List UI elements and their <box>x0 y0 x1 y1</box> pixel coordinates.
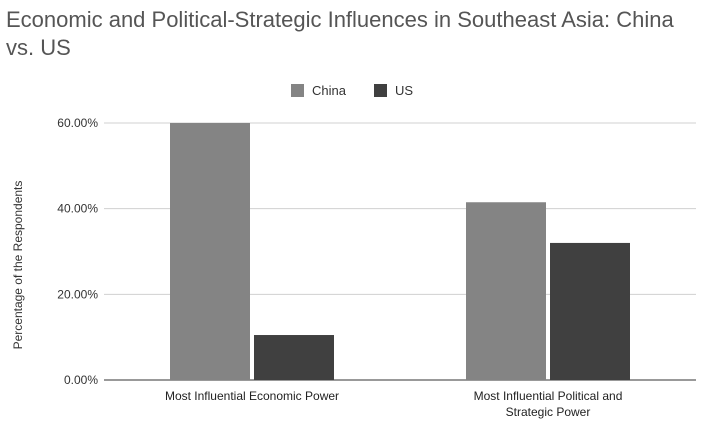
legend-label-china: China <box>311 82 346 98</box>
legend-swatch-china <box>290 83 304 97</box>
x-tick-label: Most Influential Political and Strategic … <box>474 389 623 419</box>
bar-us-1 <box>550 242 630 380</box>
legend-label-us: US <box>394 82 414 98</box>
x-tick-label: Most Influential Economic Power <box>165 389 339 403</box>
x-tick-label-line: Strategic Power <box>506 405 591 419</box>
legend: China US <box>0 80 704 100</box>
x-tick-label-line: Most Influential Political and <box>474 389 623 403</box>
y-tick-label: 20.00% <box>57 287 98 301</box>
y-tick-label: 40.00% <box>57 202 98 216</box>
chart-title: Economic and Political-Strategic Influen… <box>6 7 674 60</box>
legend-item-us: US <box>373 82 414 98</box>
bar-china-0 <box>170 123 250 380</box>
bar-china-1 <box>466 202 546 380</box>
legend-item-china: China <box>290 82 346 98</box>
y-tick-label: 60.00% <box>57 116 98 130</box>
legend-swatch-us <box>373 83 387 97</box>
y-tick-label: 0.00% <box>64 373 98 387</box>
x-tick-label-line: Most Influential Economic Power <box>165 389 339 403</box>
bar-us-0 <box>254 335 334 380</box>
